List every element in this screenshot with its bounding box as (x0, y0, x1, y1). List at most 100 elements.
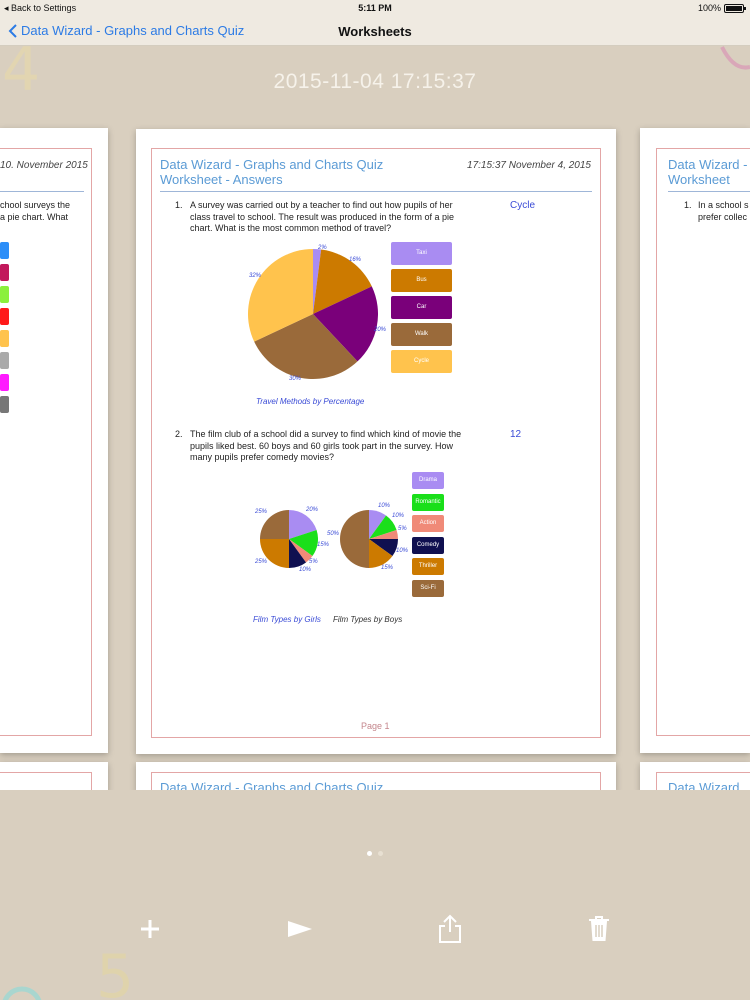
legend-item-action: Action (412, 515, 444, 532)
slice-label: 30% (289, 376, 302, 382)
question-number: 1. (684, 200, 692, 210)
plus-icon (141, 920, 159, 938)
pie-slice-sci-fi (260, 510, 289, 539)
page-frame (151, 148, 601, 738)
pie-chart-travel (248, 249, 378, 379)
slice-label: 5% (309, 559, 318, 565)
question-text: In a school s prefer collec (698, 200, 749, 223)
pie-slice-romantic (289, 530, 318, 557)
slice-label: 25% (255, 509, 268, 515)
header-rule (0, 191, 84, 192)
question-line: class travel to school. The result was p… (190, 211, 454, 222)
legend-item-cycle: Cycle (391, 350, 452, 373)
pie-slice-thriller (369, 539, 393, 568)
question-line: prefer collec (698, 211, 748, 222)
nav-back-button[interactable]: Data Wizard - Graphs and Charts Quiz (8, 23, 244, 38)
pie-slice-drama (289, 510, 317, 539)
share-button[interactable] (433, 912, 467, 946)
question-number: 1. (175, 200, 183, 210)
page-indicator[interactable] (0, 851, 750, 856)
page-frame (656, 772, 750, 792)
slice-label: 20% (374, 327, 387, 333)
worksheet-datetime: 2015-11-04 17:15:37 (273, 70, 477, 93)
page-title: Data Wizard - Graphs and Charts Quiz Wor… (160, 157, 383, 187)
page-title-line1: Data Wizard - (668, 157, 748, 172)
slice-label: 10% (378, 503, 391, 509)
legend-item-bus: Bus (391, 269, 452, 292)
legend-swatch (0, 286, 9, 303)
decorative-arc (720, 46, 750, 70)
page-title: Data Wizard - Worksheet (668, 157, 747, 187)
back-to-settings-label: Back to Settings (11, 3, 77, 13)
pie-slice-action (289, 539, 313, 563)
delete-button[interactable] (582, 912, 616, 946)
slice-label: 32% (249, 273, 262, 279)
chart-caption-boys: Film Types by Boys (333, 615, 403, 624)
trash-icon (589, 916, 609, 941)
page-title-line2: Worksheet - Answers (160, 172, 283, 187)
chevron-left-icon (8, 23, 17, 38)
question-line: The film club of a school did a survey t… (190, 429, 462, 439)
legend-item-thriller: Thriller (412, 558, 444, 575)
legend-item-sci-fi: Sci-Fi (412, 579, 444, 597)
page-date: 17:15:37 November 4, 2015 (467, 160, 591, 171)
decorative-circle (2, 986, 42, 1000)
slice-label: 15% (317, 542, 330, 548)
pie-slice-walk (254, 314, 358, 379)
battery-percent: 100% (697, 3, 721, 13)
slice-label: 5% (398, 526, 407, 532)
nav-back-label: Data Wizard - Graphs and Charts Quiz (21, 23, 245, 38)
worksheet-page-right[interactable]: Data Wizard - Worksheet 1. In a school s… (640, 128, 750, 753)
status-time: 5:11 PM (358, 3, 392, 13)
answer-text: 12 (510, 429, 522, 440)
worksheet-page-left-next[interactable] (0, 762, 108, 792)
legend-swatch (0, 264, 9, 281)
pie-slice-comedy (289, 539, 307, 568)
play-button[interactable] (283, 912, 317, 946)
status-bar: ◂ Back to Settings 5:11 PM 100% (0, 0, 750, 16)
play-icon (288, 921, 312, 937)
page-title-line2: Worksheet (668, 172, 730, 187)
question-text: chool surveys the a pie chart. What (0, 200, 70, 223)
share-icon (439, 914, 461, 943)
question-line: chool surveys the (0, 200, 71, 210)
answer-text: Cycle (510, 200, 536, 211)
legend-item-comedy: Comedy (412, 536, 444, 554)
worksheet-page-left[interactable]: 10. November 2015 chool surveys the a pi… (0, 128, 108, 753)
pie-slice-taxi (313, 249, 322, 314)
slice-label: 10% (396, 548, 409, 554)
legend-item-drama: Drama (412, 472, 444, 489)
pie-slice-drama (369, 510, 387, 539)
slice-label: 50% (327, 531, 340, 537)
page-title: Data Wizard - Graphs and Charts Quiz (160, 780, 384, 792)
question-line: chart. What is the most common method of… (190, 223, 392, 233)
navigation-bar: Data Wizard - Graphs and Charts Quiz Wor… (0, 16, 750, 46)
pie-slice-car (313, 286, 378, 362)
legend-item-romantic: Romantic (412, 493, 444, 511)
worksheet-page-main-next[interactable]: Data Wizard - Graphs and Charts Quiz (136, 762, 616, 792)
pie-slice-action (369, 530, 398, 539)
pie-slice-cycle (248, 249, 313, 342)
decorative-digit-bottom: 5 (96, 942, 135, 1000)
chart-caption: Travel Methods by Percentage (256, 397, 365, 406)
legend-swatch (0, 374, 9, 391)
header-rule (668, 191, 750, 192)
legend-swatch (0, 352, 9, 369)
worksheet-page-right-next[interactable]: Data Wizard (640, 762, 750, 792)
bottom-panel (0, 790, 750, 1000)
nav-title: Worksheets (338, 24, 412, 39)
battery-icon (724, 3, 746, 13)
slice-label: 2% (318, 245, 327, 251)
pie-slice-sci-fi (340, 510, 369, 568)
back-to-settings-link[interactable]: ◂ Back to Settings (4, 3, 77, 13)
page-frame (0, 772, 92, 792)
question-line: a pie chart. What (0, 211, 69, 222)
page-dot-active[interactable] (367, 851, 372, 856)
page-dot[interactable] (378, 851, 383, 856)
slice-label: 20% (306, 507, 319, 513)
add-button[interactable] (133, 912, 167, 946)
worksheet-page-main[interactable]: Data Wizard - Graphs and Charts Quiz Wor… (136, 129, 616, 754)
question-number: 2. (175, 429, 183, 439)
page-frame (151, 772, 601, 792)
slice-label: 25% (255, 559, 268, 565)
